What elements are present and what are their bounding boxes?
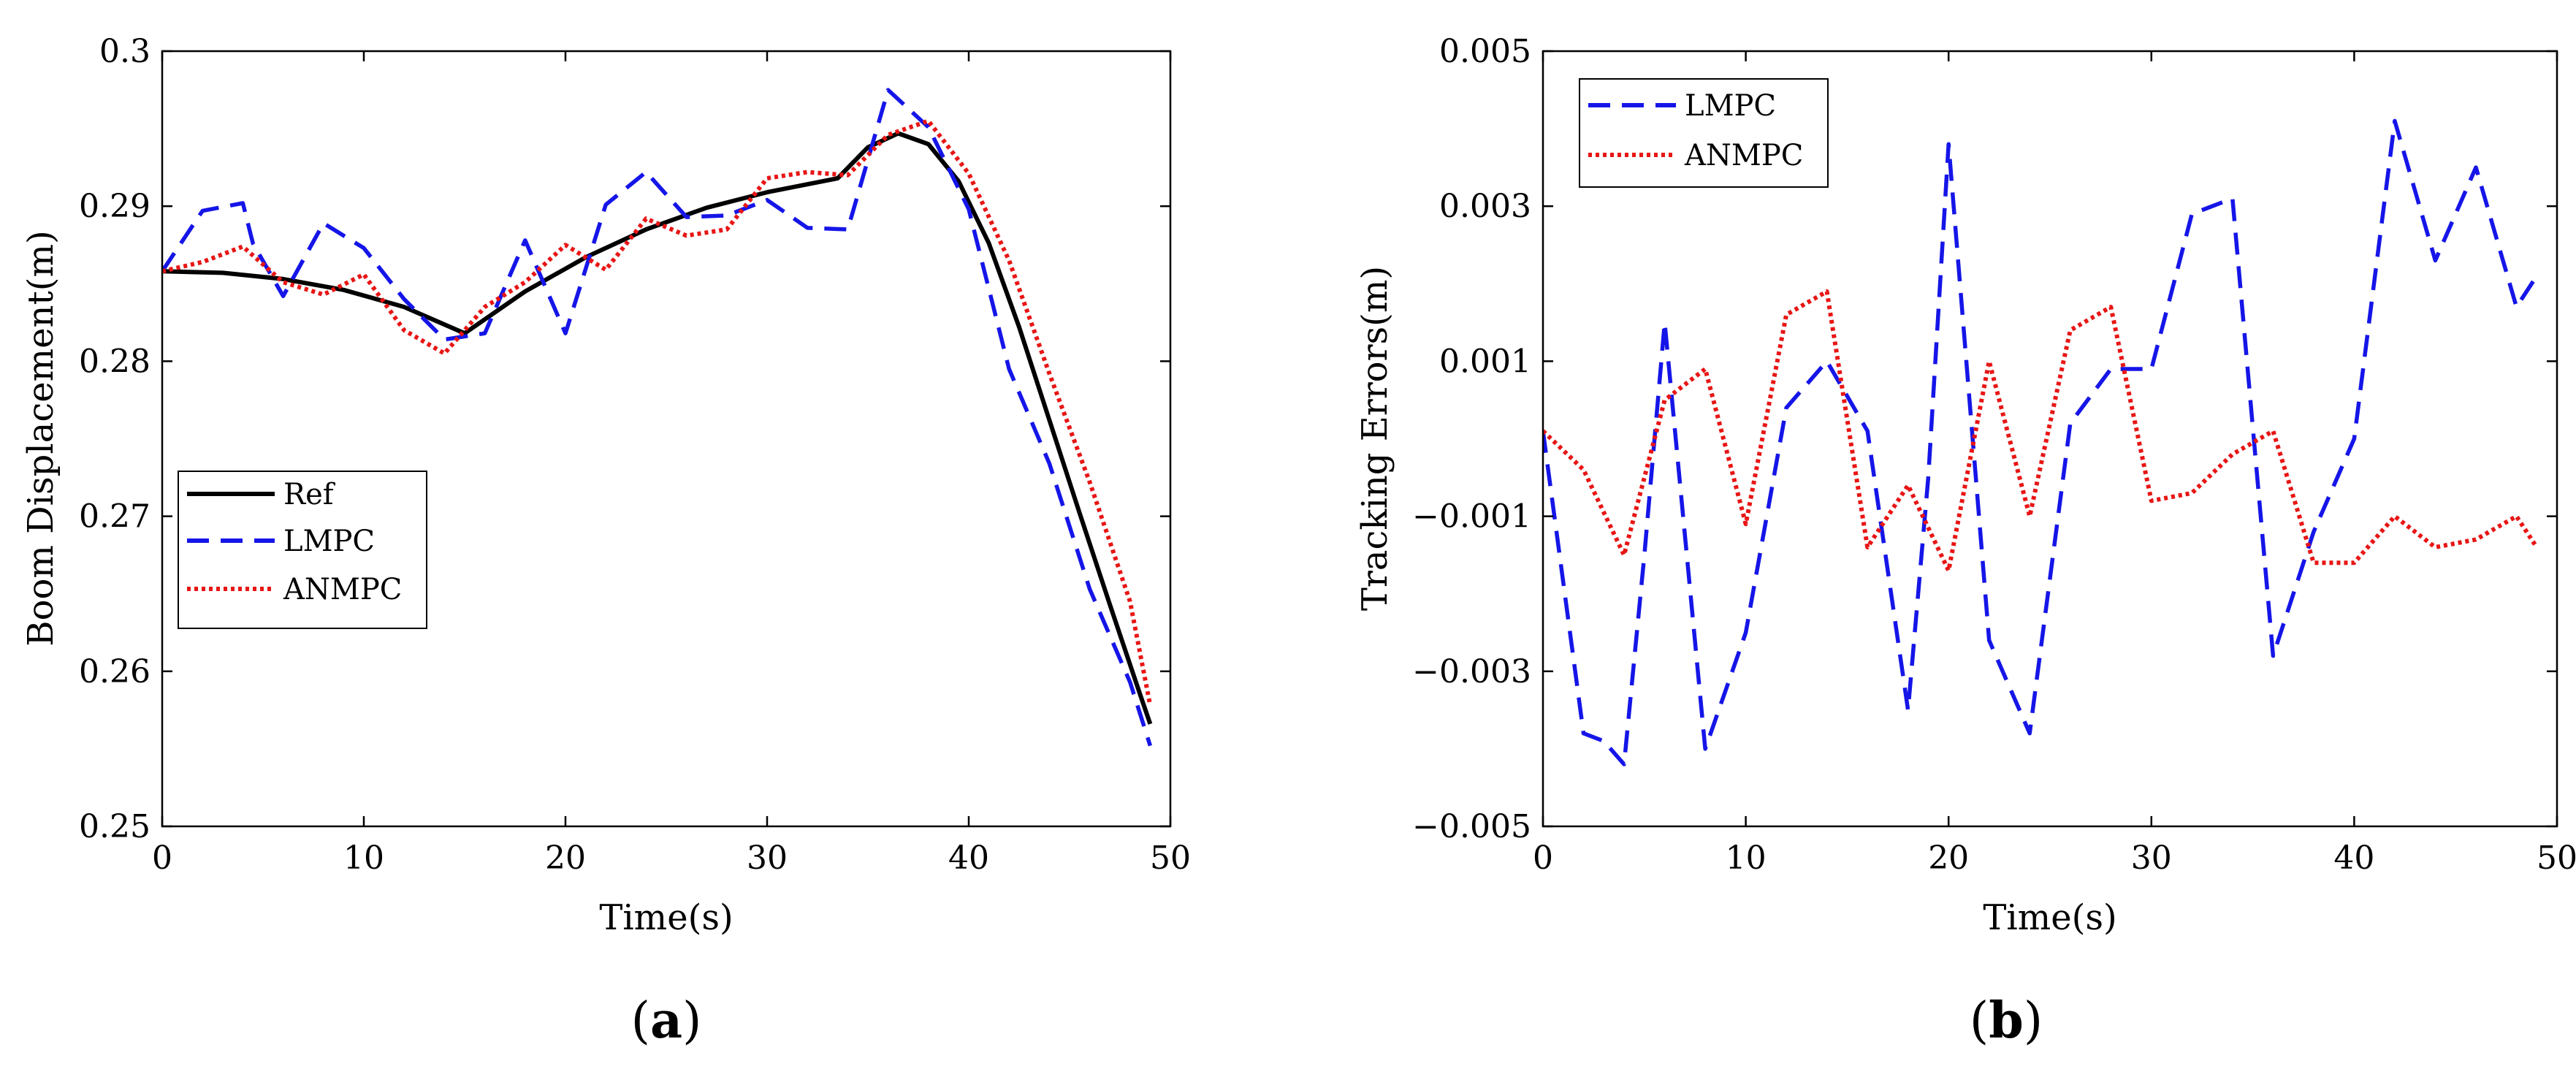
panel-a: 0 10 20 30 40 50 0.25 0.26 0.27 0.28 0.29 0.3 Time(… [20, 33, 1191, 1050]
panel-b-xtick-label: 20 [1928, 840, 1969, 877]
panel-a-legend-anmpc-label: ANMPC [283, 573, 402, 606]
panel-a-ytick-label: 0.3 [99, 33, 150, 70]
panel-a-legend-box [178, 471, 427, 629]
panel-b-series [1543, 118, 2539, 766]
panel-b-xtick-label: 10 [1726, 840, 1767, 877]
panel-a-ylabel: Boom Displacement(m) [20, 230, 61, 646]
panel-a-series [162, 88, 1153, 747]
panel-b-ytick-label: 0.003 [1439, 188, 1531, 225]
panel-b-xtick-label: 0 [1533, 840, 1553, 877]
panel-b-ytick-label: 0.005 [1439, 33, 1531, 70]
panel-b-legend-box [1579, 78, 1829, 188]
panel-a-xlabel: Time(s) [599, 897, 733, 938]
panel-b-caption-open: ( [1970, 992, 1989, 1050]
panel-b-xtick-label: 30 [2131, 840, 2172, 877]
panel-a-series-anmpc-line [162, 118, 1153, 707]
panel-a-plot-frame [161, 50, 1172, 828]
panel-b-series-lmpc-line [1543, 118, 2539, 766]
panel-a-ytick-label: 0.26 [79, 653, 150, 690]
panel-b-caption: (b) [1970, 991, 2043, 1050]
panel-b-caption-close: ) [2024, 992, 2043, 1050]
panel-b-xtick-label: 50 [2537, 840, 2576, 877]
panel-a-ticks: 0 10 20 30 40 50 0.25 0.26 0.27 0.28 0.29 0.3 [79, 33, 1191, 877]
panel-a-xtick-label: 30 [747, 840, 788, 877]
panel-a-caption-close: ) [682, 992, 702, 1050]
panel-a-legend-lmpc-label: LMPC [283, 525, 375, 558]
panel-b-ylabel: Tracking Errors(m) [1354, 266, 1395, 611]
panel-b-ytick-label: −0.003 [1412, 653, 1531, 690]
panel-b: 0 10 20 30 40 50 −0.005 −0.003 −0.001 0.001 0.003 0… [1354, 33, 2576, 1050]
panel-b-ytick-label: 0.001 [1439, 343, 1531, 380]
panel-a-ytick-label: 0.27 [79, 498, 150, 536]
panel-b-series-anmpc-line [1543, 289, 2539, 573]
panel-b-caption-letter: b [1989, 991, 2024, 1050]
panel-b-xlabel: Time(s) [1983, 897, 2116, 938]
panel-a-ytick-label: 0.25 [79, 808, 150, 845]
panel-b-legend-lmpc-label: LMPC [1685, 89, 1776, 123]
panel-b-xtick-label: 40 [2333, 840, 2374, 877]
panel-a-series-lmpc-line [162, 88, 1153, 747]
panel-b-plot-frame [1542, 50, 2558, 828]
panel-b-legend-anmpc-label: ANMPC [1684, 139, 1803, 172]
panel-a-ytick-label: 0.28 [79, 343, 150, 380]
panel-a-legend-ref-label: Ref [283, 478, 336, 511]
panel-a-xtick-label: 0 [152, 840, 172, 877]
panel-a-caption: (a) [630, 991, 701, 1050]
panel-a-series-ref-line [162, 131, 1153, 725]
panel-b-ticks: 0 10 20 30 40 50 −0.005 −0.003 −0.001 0.001 0.003 0… [1412, 33, 2576, 877]
panel-a-xtick-label: 50 [1150, 840, 1191, 877]
panel-b-ytick-label: −0.001 [1412, 498, 1531, 536]
panel-b-ytick-label: −0.005 [1412, 808, 1531, 845]
panel-a-legend: Ref LMPC ANMPC [178, 471, 427, 629]
panel-a-xtick-label: 10 [343, 840, 384, 877]
panel-b-legend: LMPC ANMPC [1579, 78, 1829, 188]
panel-a-ytick-label: 0.29 [79, 188, 150, 225]
panel-a-xtick-label: 40 [948, 840, 989, 877]
panel-a-caption-letter: a [650, 991, 682, 1050]
panel-a-xtick-label: 20 [545, 840, 586, 877]
panel-a-caption-open: ( [630, 992, 650, 1050]
